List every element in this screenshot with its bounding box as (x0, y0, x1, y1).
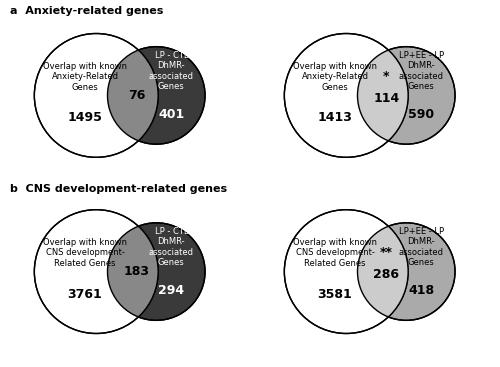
Circle shape (284, 210, 408, 334)
Text: 590: 590 (408, 108, 434, 121)
Text: **: ** (380, 246, 393, 259)
Text: 286: 286 (374, 268, 400, 281)
Text: 3761: 3761 (68, 288, 102, 301)
Circle shape (108, 47, 205, 144)
Circle shape (284, 33, 408, 157)
Text: Overlap with known
CNS development-
Related Genes: Overlap with known CNS development- Rela… (293, 238, 377, 268)
Text: 183: 183 (124, 265, 150, 278)
Text: Overlap with known
CNS development-
Related Genes: Overlap with known CNS development- Rela… (43, 238, 127, 268)
Text: 3581: 3581 (318, 288, 352, 301)
Text: LP+EE - LP
DhMR-
associated
Genes: LP+EE - LP DhMR- associated Genes (398, 227, 444, 267)
Circle shape (358, 223, 455, 320)
Circle shape (358, 223, 455, 320)
Text: LP - CTL
DhMR-
associated
Genes: LP - CTL DhMR- associated Genes (149, 51, 194, 91)
Text: 76: 76 (128, 89, 145, 102)
Text: 1495: 1495 (68, 112, 102, 124)
Text: *: * (383, 70, 390, 83)
Text: 294: 294 (158, 284, 184, 297)
Text: Overlap with known
Anxiety-Related
Genes: Overlap with known Anxiety-Related Genes (43, 62, 127, 91)
Text: 418: 418 (408, 284, 434, 297)
Circle shape (34, 210, 158, 334)
Circle shape (34, 33, 158, 157)
Text: LP - CTL
DhMR-
associated
Genes: LP - CTL DhMR- associated Genes (149, 227, 194, 267)
Text: Overlap with known
Anxiety-Related
Genes: Overlap with known Anxiety-Related Genes (293, 62, 377, 91)
Circle shape (358, 47, 455, 144)
Text: b  CNS development-related genes: b CNS development-related genes (10, 184, 227, 193)
Circle shape (108, 223, 205, 320)
Circle shape (358, 47, 455, 144)
Text: LP+EE - LP
DhMR-
associated
Genes: LP+EE - LP DhMR- associated Genes (398, 51, 444, 91)
Circle shape (108, 223, 205, 320)
Circle shape (108, 47, 205, 144)
Text: 1413: 1413 (318, 112, 352, 124)
Text: a  Anxiety-related genes: a Anxiety-related genes (10, 6, 164, 15)
Text: 114: 114 (374, 92, 400, 105)
Text: 401: 401 (158, 108, 184, 121)
